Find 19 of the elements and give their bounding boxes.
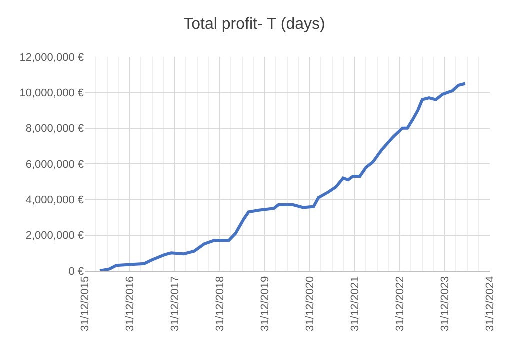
y-tick-label: 12,000,000 € bbox=[20, 52, 84, 64]
x-tick-label: 31/12/2022 bbox=[394, 276, 407, 332]
x-tick-label: 31/12/2021 bbox=[350, 276, 362, 332]
x-tick-label: 31/12/2018 bbox=[214, 276, 227, 332]
y-tick-label: 4,000,000 € bbox=[26, 194, 84, 207]
y-tick-label: 0 € bbox=[68, 266, 84, 278]
x-tick-label: 31/12/2020 bbox=[304, 276, 317, 332]
x-tick-label: 31/12/2019 bbox=[260, 276, 272, 332]
y-tick-label: 6,000,000 € bbox=[26, 158, 84, 171]
y-tick-label: 10,000,000 € bbox=[20, 88, 84, 100]
y-tick-label: 8,000,000 € bbox=[26, 123, 84, 136]
chart-title: Total profit- T (days) bbox=[184, 16, 326, 33]
x-tick-label: 31/12/2016 bbox=[124, 276, 137, 332]
y-tick-label: 2,000,000 € bbox=[26, 230, 84, 242]
x-tick-label: 31/12/2015 bbox=[80, 276, 92, 332]
line-series bbox=[98, 82, 467, 271]
x-tick-label: 31/12/2023 bbox=[439, 276, 452, 332]
x-tick-label: 31/12/2024 bbox=[484, 276, 497, 332]
x-tick-label: 31/12/2017 bbox=[170, 276, 182, 332]
